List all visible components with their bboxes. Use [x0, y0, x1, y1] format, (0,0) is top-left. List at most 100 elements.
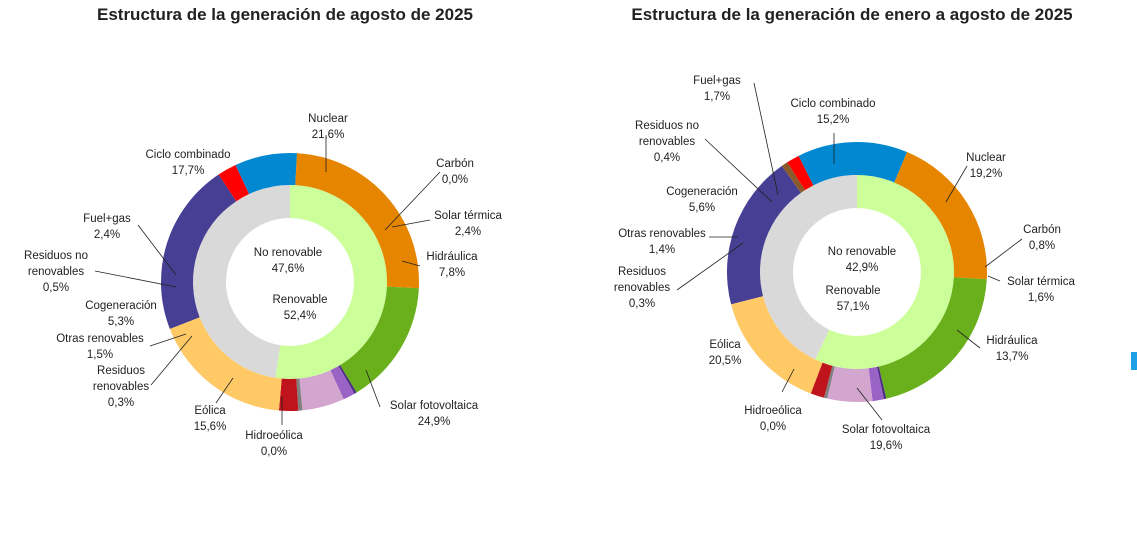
leader-line-fuel-gas	[753, 82, 779, 196]
label-solar-termica: Solar térmica 1,6%	[1007, 276, 1075, 304]
label-fuel-gas: Fuel+gas 2,4%	[83, 213, 131, 241]
outer-slice-residuos-renovables	[877, 366, 887, 400]
outer-slice-eolica	[340, 286, 419, 393]
inner-label-no-renovable: No renovable 47,6%	[254, 247, 322, 275]
value-solar-fotovoltaica: 24,9%	[418, 416, 451, 428]
label-otras-renovables: Otras renovables 1,5%	[56, 333, 144, 361]
label-residuos-renovables: Residuos renovables 0,3%	[93, 365, 150, 409]
outer-slice-fuel-gas	[278, 378, 299, 411]
label-residuos-no-renovables: Residuos no renovables 0,5%	[24, 250, 88, 294]
value-fuel-gas: 2,4%	[94, 229, 120, 241]
leader-line-hidraulica	[956, 329, 981, 349]
leader-line-carbon	[384, 171, 441, 231]
leader-line-nuclear	[945, 165, 968, 203]
label-ciclo-combinado: Ciclo combinado 15,2%	[790, 98, 875, 126]
outer-slice-eolica	[878, 277, 987, 399]
leader-line-fuel-gas	[137, 224, 177, 276]
value-carbon: 0,8%	[1029, 240, 1055, 252]
value-fuel-gas: 1,7%	[704, 91, 730, 103]
value-nuclear: 19,2%	[970, 168, 1003, 180]
leader-line-residuos-renovables	[150, 335, 193, 386]
outer-slice-fuel-gas	[810, 362, 833, 398]
outer-slice-otras-renovables	[330, 366, 355, 400]
donut-chart-1: Estructura de la generación de agosto de…	[24, 5, 502, 458]
outer-slice-nuclear	[727, 165, 801, 305]
value-hidraulica: 7,8%	[439, 267, 465, 279]
leader-line-carbon	[984, 238, 1023, 268]
outer-slice-solar-termica	[218, 165, 250, 202]
value-hidroeolica: 0,0%	[261, 446, 287, 458]
outer-slice-ciclo-combinado	[731, 296, 823, 394]
leader-line-residuos-no-renovables	[94, 270, 177, 288]
leader-line-residuos-no-renovables	[704, 138, 773, 203]
value-cogeneracion: 5,3%	[108, 316, 134, 328]
outer-slice-cogeneracion	[299, 370, 344, 411]
label-hidroeolica: Hidroeólica 0,0%	[245, 430, 303, 458]
outer-slice-residuos-no-renovables	[823, 365, 835, 399]
inner-label-renovable: Renovable 52,4%	[273, 294, 328, 322]
value-hidraulica: 13,7%	[996, 351, 1029, 363]
outer-slice-residuos-renovables	[338, 365, 357, 394]
leader-line-solar-fotovoltaica	[365, 369, 381, 408]
label-residuos-renovables: Residuos renovables 0,3%	[614, 266, 671, 310]
label-hidraulica: Hidráulica 7,8%	[426, 251, 478, 279]
leader-line-solar-termica	[987, 275, 1001, 282]
value-ciclo-combinado: 15,2%	[817, 114, 850, 126]
label-solar-fotovoltaica: Solar fotovoltaica 24,9%	[390, 400, 479, 428]
outer-slice-residuos-no-renovables	[296, 378, 303, 411]
value-otras-renovables: 1,4%	[649, 244, 675, 256]
outer-slice-otras-renovables	[868, 366, 884, 402]
chart-title: Estructura de la generación de enero a a…	[631, 5, 1072, 24]
leader-line-hidroeolica	[781, 368, 795, 393]
value-eolica: 15,6%	[194, 421, 227, 433]
value-otras-renovables: 1,5%	[87, 349, 113, 361]
label-carbon: Carbón 0,0%	[436, 158, 474, 186]
outer-slice-solar-termica	[787, 155, 814, 191]
outer-slice-solar-fotovoltaica	[295, 153, 420, 289]
inner-slice-renovable	[815, 175, 954, 369]
label-solar-fotovoltaica: Solar fotovoltaica 19,6%	[842, 424, 931, 452]
outer-slice-hidraulica	[798, 142, 908, 186]
inner-slice-no-renovable	[192, 185, 290, 378]
outer-slice-hidraulica	[235, 152, 298, 195]
inner-label-no-renovable: No renovable 42,9%	[828, 246, 896, 274]
leader-line-otras-renovables	[149, 333, 187, 347]
value-carbon: 0,0%	[442, 174, 468, 186]
label-cogeneracion: Cogeneración 5,3%	[85, 300, 157, 328]
leader-line-solar-fotovoltaica	[856, 387, 883, 421]
label-residuos-no-renovables: Residuos no renovables 0,4%	[635, 120, 699, 164]
outer-slice-carbon	[781, 162, 805, 193]
leader-line-eolica	[215, 377, 234, 404]
value-residuos-renovables: 0,3%	[108, 397, 134, 409]
leader-line-residuos-renovables	[676, 242, 744, 291]
label-cogeneracion: Cogeneración 5,6%	[666, 186, 738, 214]
leader-line-solar-termica	[391, 219, 431, 228]
inner-label-renovable: Renovable 57,1%	[826, 285, 881, 313]
label-nuclear: Nuclear 19,2%	[966, 152, 1006, 180]
outer-slice-solar-fotovoltaica	[894, 152, 988, 280]
outer-slice-cogeneracion	[827, 366, 873, 403]
label-hidraulica: Hidráulica 13,7%	[986, 335, 1038, 363]
outer-slice-nuclear	[161, 174, 237, 329]
inner-slice-no-renovable	[760, 175, 857, 360]
value-solar-termica: 1,6%	[1028, 292, 1054, 304]
label-solar-termica: Solar térmica 2,4%	[434, 210, 502, 238]
label-ciclo-combinado: Ciclo combinado 17,7%	[145, 149, 230, 177]
label-fuel-gas: Fuel+gas 1,7%	[693, 75, 741, 103]
accent-bar	[1131, 352, 1137, 370]
value-solar-fotovoltaica: 19,6%	[870, 440, 903, 452]
donut-chart-2: Estructura de la generación de enero a a…	[614, 5, 1076, 452]
value-residuos-no-renovables: 0,5%	[43, 282, 69, 294]
value-cogeneracion: 5,6%	[689, 202, 715, 214]
label-carbon: Carbón 0,8%	[1023, 224, 1061, 252]
value-nuclear: 21,6%	[312, 129, 345, 141]
label-eolica: Eólica 15,6%	[194, 405, 227, 433]
outer-slice-ciclo-combinado	[169, 317, 282, 411]
value-residuos-no-renovables: 0,4%	[654, 152, 680, 164]
chart-title: Estructura de la generación de agosto de…	[97, 5, 473, 24]
inner-slice-renovable	[275, 185, 387, 379]
value-hidroeolica: 0,0%	[760, 421, 786, 433]
value-residuos-renovables: 0,3%	[629, 298, 655, 310]
label-eolica: Eólica 20,5%	[709, 339, 742, 367]
